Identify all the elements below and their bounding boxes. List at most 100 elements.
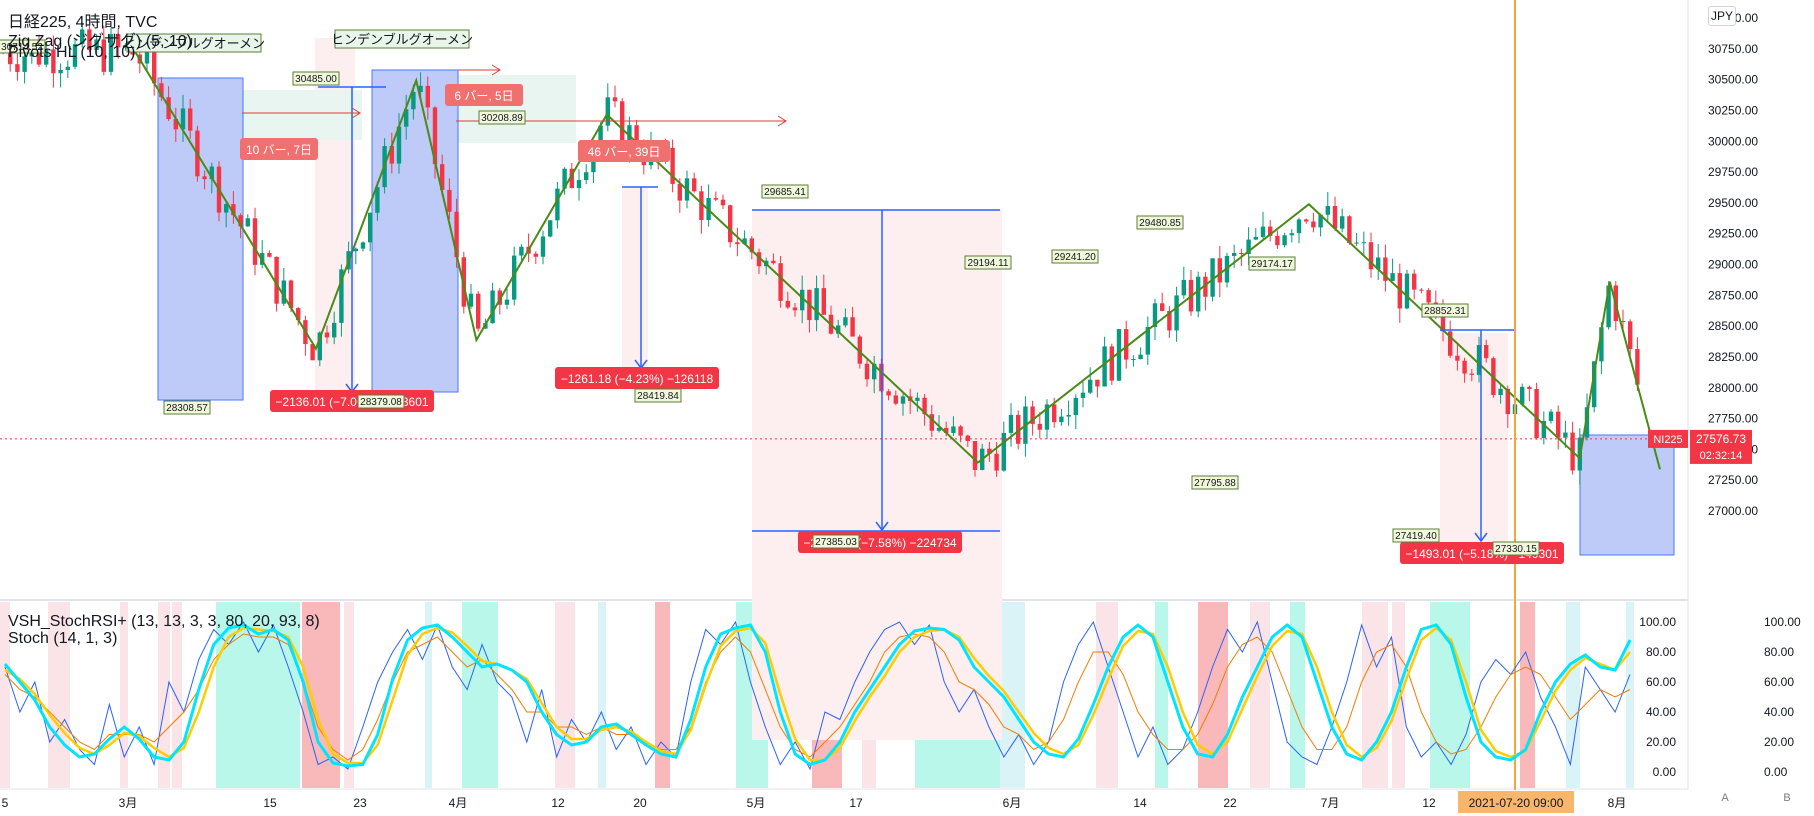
candle-body xyxy=(1311,221,1316,228)
candle-body xyxy=(58,69,63,74)
candle-body xyxy=(821,288,826,315)
candle-body xyxy=(994,453,999,471)
candle-body xyxy=(1332,206,1338,229)
bar-count-box xyxy=(578,140,670,162)
candle-body xyxy=(1635,349,1640,385)
y-tick-label: 28500.00 xyxy=(1708,319,1758,333)
osc-zone xyxy=(598,602,606,788)
currency-button[interactable]: JPY xyxy=(1708,6,1736,26)
candle-body xyxy=(1181,279,1186,296)
candle-body xyxy=(432,107,438,165)
bar-count-label: 10 バー, 7日 xyxy=(246,143,312,157)
auto-scale-button[interactable]: A xyxy=(1721,792,1729,804)
candle-body xyxy=(123,45,128,48)
candle-body xyxy=(180,108,186,130)
candle-body xyxy=(1030,406,1035,424)
candle-body xyxy=(1124,329,1129,360)
candle-body xyxy=(1592,361,1597,408)
projection-arrowhead xyxy=(777,115,787,127)
candle-body xyxy=(1498,388,1503,395)
candle-body xyxy=(1628,321,1633,350)
candle-body xyxy=(699,191,704,221)
pivot-label-box xyxy=(964,255,1012,270)
pivot-label: 29174.17 xyxy=(1251,259,1293,270)
candle-body xyxy=(1541,420,1546,439)
osc-zone xyxy=(48,602,70,788)
candle-body xyxy=(728,205,733,243)
pivot-label-box xyxy=(1392,528,1440,543)
candle-body xyxy=(65,66,70,70)
candle-body xyxy=(389,146,394,164)
projection-arrowhead xyxy=(351,107,361,119)
candle-body xyxy=(1203,276,1208,297)
log-scale-button[interactable]: B xyxy=(1783,792,1791,804)
bar-count-box xyxy=(445,84,523,106)
pivot-label-box xyxy=(1051,249,1099,264)
candle-body xyxy=(749,238,754,253)
candle-body xyxy=(144,49,150,64)
candle-body xyxy=(771,260,776,264)
candle-body xyxy=(1476,345,1482,375)
candle-body xyxy=(296,308,301,321)
candle-body xyxy=(1066,415,1071,417)
measure-zone xyxy=(752,210,1002,740)
pivot-label-box xyxy=(357,394,405,409)
candle-body xyxy=(987,448,992,454)
candle-body xyxy=(519,246,524,256)
candle-body xyxy=(800,289,805,311)
candle-body xyxy=(1095,379,1100,387)
osc-zone xyxy=(344,602,354,788)
candle-body xyxy=(1152,303,1158,327)
candle-body xyxy=(1196,276,1201,312)
candle-body xyxy=(1282,235,1287,246)
candle-body xyxy=(936,427,942,431)
price-tag: 27576.73 xyxy=(1696,432,1746,446)
candle-body xyxy=(1232,252,1237,256)
osc-zone xyxy=(1290,602,1305,788)
y-tick-label: 29250.00 xyxy=(1708,227,1758,241)
candle-body xyxy=(202,176,207,180)
countdown-tag: 02:32:14 xyxy=(1700,450,1743,462)
pivot-label: 28379.08 xyxy=(360,397,402,408)
candle-body xyxy=(1044,404,1050,430)
pivot-label-box xyxy=(1492,541,1540,556)
candle-body xyxy=(1534,388,1539,439)
y-tick-label: 29500.00 xyxy=(1708,196,1758,210)
candle-body xyxy=(533,253,538,257)
candle-body xyxy=(836,325,841,334)
drop-label: −1261.18 (−4.23%) −126118 xyxy=(561,372,714,386)
candle-body xyxy=(1131,359,1136,361)
measure-arrowhead xyxy=(875,521,889,532)
pivot-label-box xyxy=(634,388,682,403)
x-tick-label: 6月 xyxy=(1003,796,1022,810)
osc-tick-label-right: 60.00 xyxy=(1764,675,1794,689)
y-tick-label: 27750.00 xyxy=(1708,412,1758,426)
candle-body xyxy=(44,49,49,65)
x-tick-label: 22 xyxy=(1223,796,1237,810)
candle-body xyxy=(1455,355,1460,361)
candle-body xyxy=(1088,379,1093,393)
measure-zone xyxy=(622,187,648,367)
pivot-label-box xyxy=(1248,256,1296,271)
candle-body xyxy=(598,125,603,145)
crosshair-date-box xyxy=(1458,791,1574,813)
candle-body xyxy=(1620,320,1626,322)
y-tick-label: 28000.00 xyxy=(1708,381,1758,395)
candle-body xyxy=(1548,411,1554,421)
candle-body xyxy=(108,34,114,72)
pivot-label-box xyxy=(163,400,211,415)
candle-body xyxy=(1563,432,1568,438)
candle-body xyxy=(756,252,762,267)
candle-body xyxy=(1368,242,1374,270)
candle-body xyxy=(1167,310,1172,331)
candle-body xyxy=(224,204,229,213)
candle-body xyxy=(1527,386,1532,389)
osc-tick-label: 80.00 xyxy=(1646,645,1676,659)
candle-body xyxy=(1599,327,1604,362)
candle-body xyxy=(1073,397,1078,416)
symbol-tag-box xyxy=(1648,429,1688,448)
legend-stoch-rsi: VSH_StochRSI+ (13, 13, 3, 3, 80, 20, 93,… xyxy=(8,613,320,630)
candle-body xyxy=(245,218,250,227)
pattern-box xyxy=(1579,434,1675,556)
candle-body xyxy=(720,199,726,206)
